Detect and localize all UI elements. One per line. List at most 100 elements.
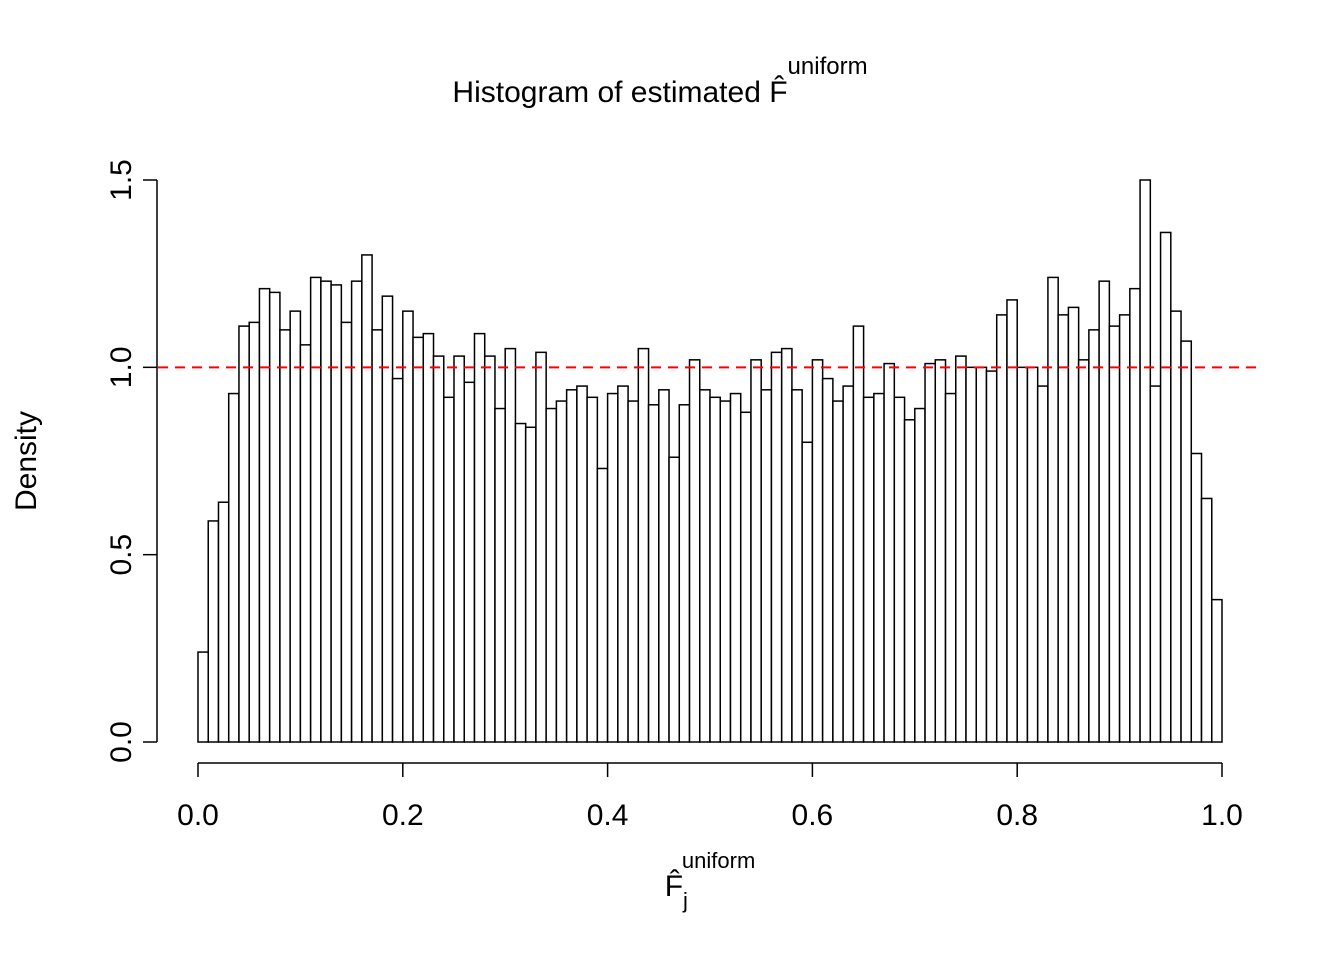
bar xyxy=(934,359,947,743)
bar xyxy=(729,392,742,743)
bar xyxy=(709,396,721,743)
bar xyxy=(289,310,302,743)
bar xyxy=(279,329,291,743)
bar xyxy=(463,381,476,743)
x-tick-label: 0.4 xyxy=(587,799,629,832)
bar xyxy=(617,385,629,743)
bar xyxy=(985,370,998,743)
x-tick-label: 0.8 xyxy=(996,799,1038,832)
bar xyxy=(852,325,865,743)
bar xyxy=(361,254,373,743)
bar xyxy=(1170,310,1182,743)
bar xyxy=(443,396,455,743)
bar xyxy=(903,419,916,743)
bar xyxy=(1088,329,1100,743)
x-tick-label: 0.2 xyxy=(382,799,424,832)
bar xyxy=(565,389,578,743)
bar xyxy=(883,362,896,743)
bar xyxy=(1057,314,1070,743)
bar xyxy=(965,366,977,743)
x-label-base: F̂ xyxy=(665,870,683,903)
bar xyxy=(596,467,609,743)
bar xyxy=(1149,385,1162,743)
x-tick-label: 1.0 xyxy=(1201,799,1243,832)
bar xyxy=(268,291,281,743)
bar xyxy=(1200,497,1213,743)
bar xyxy=(750,359,762,743)
bar xyxy=(197,651,209,743)
bar xyxy=(504,347,517,743)
bar xyxy=(494,407,506,743)
bar xyxy=(862,396,875,743)
bar xyxy=(227,392,240,743)
bar xyxy=(606,392,619,743)
bar xyxy=(1180,340,1193,743)
y-axis-label: Density xyxy=(10,411,43,511)
bar xyxy=(1129,287,1141,743)
bar xyxy=(678,404,691,743)
bar xyxy=(770,351,783,743)
bar xyxy=(627,400,640,743)
bar xyxy=(1006,299,1018,743)
bar xyxy=(688,359,701,743)
bar xyxy=(780,347,793,743)
bar xyxy=(1108,325,1121,743)
bar xyxy=(955,355,967,743)
bar xyxy=(555,400,568,743)
bar xyxy=(995,314,1008,743)
bar xyxy=(975,366,988,743)
bar xyxy=(371,329,384,743)
bar xyxy=(299,344,312,743)
bar xyxy=(1098,280,1111,743)
bar xyxy=(1016,366,1029,743)
bar xyxy=(1047,276,1059,743)
bar xyxy=(1139,179,1152,743)
bar xyxy=(514,422,527,743)
title-text: Histogram of estimated F̂ xyxy=(452,76,787,109)
bar xyxy=(391,377,404,743)
x-label-subscript: j xyxy=(682,888,688,913)
bar xyxy=(811,359,824,743)
bar xyxy=(944,392,957,743)
y-tick-label: 1.5 xyxy=(105,159,138,201)
bar xyxy=(432,355,445,743)
bar xyxy=(1067,306,1080,743)
title-superscript: uniform xyxy=(788,53,868,80)
chart-title: Histogram of estimated F̂uniform xyxy=(452,53,867,109)
bar xyxy=(340,321,353,743)
bar xyxy=(586,396,599,743)
bar xyxy=(238,325,250,743)
bar xyxy=(924,362,937,743)
y-tick-label: 0.0 xyxy=(105,721,138,763)
x-axis-label: F̂j uniform xyxy=(665,848,756,913)
bar xyxy=(248,321,261,743)
bar xyxy=(422,332,435,743)
bar xyxy=(1159,231,1172,743)
bar xyxy=(1077,359,1090,743)
bar xyxy=(832,400,844,743)
bar xyxy=(658,389,670,743)
bar xyxy=(1211,598,1223,743)
y-tick-label: 0.5 xyxy=(105,534,138,576)
bar xyxy=(330,284,343,743)
bar xyxy=(873,392,885,743)
bar xyxy=(350,280,363,743)
bar xyxy=(483,355,496,743)
bar xyxy=(1118,314,1131,743)
bar xyxy=(647,404,660,743)
x-tick-label: 0.0 xyxy=(177,799,219,832)
bar xyxy=(739,411,752,743)
bar xyxy=(1190,452,1203,743)
bar xyxy=(258,287,271,743)
bar xyxy=(914,407,926,743)
bar xyxy=(699,389,711,743)
bar xyxy=(760,389,773,743)
bar xyxy=(381,295,394,743)
bar xyxy=(791,389,803,743)
bar xyxy=(453,355,465,743)
bar xyxy=(524,426,537,743)
y-tick-label: 1.0 xyxy=(105,346,138,388)
bar xyxy=(535,351,547,743)
bar xyxy=(545,407,558,743)
